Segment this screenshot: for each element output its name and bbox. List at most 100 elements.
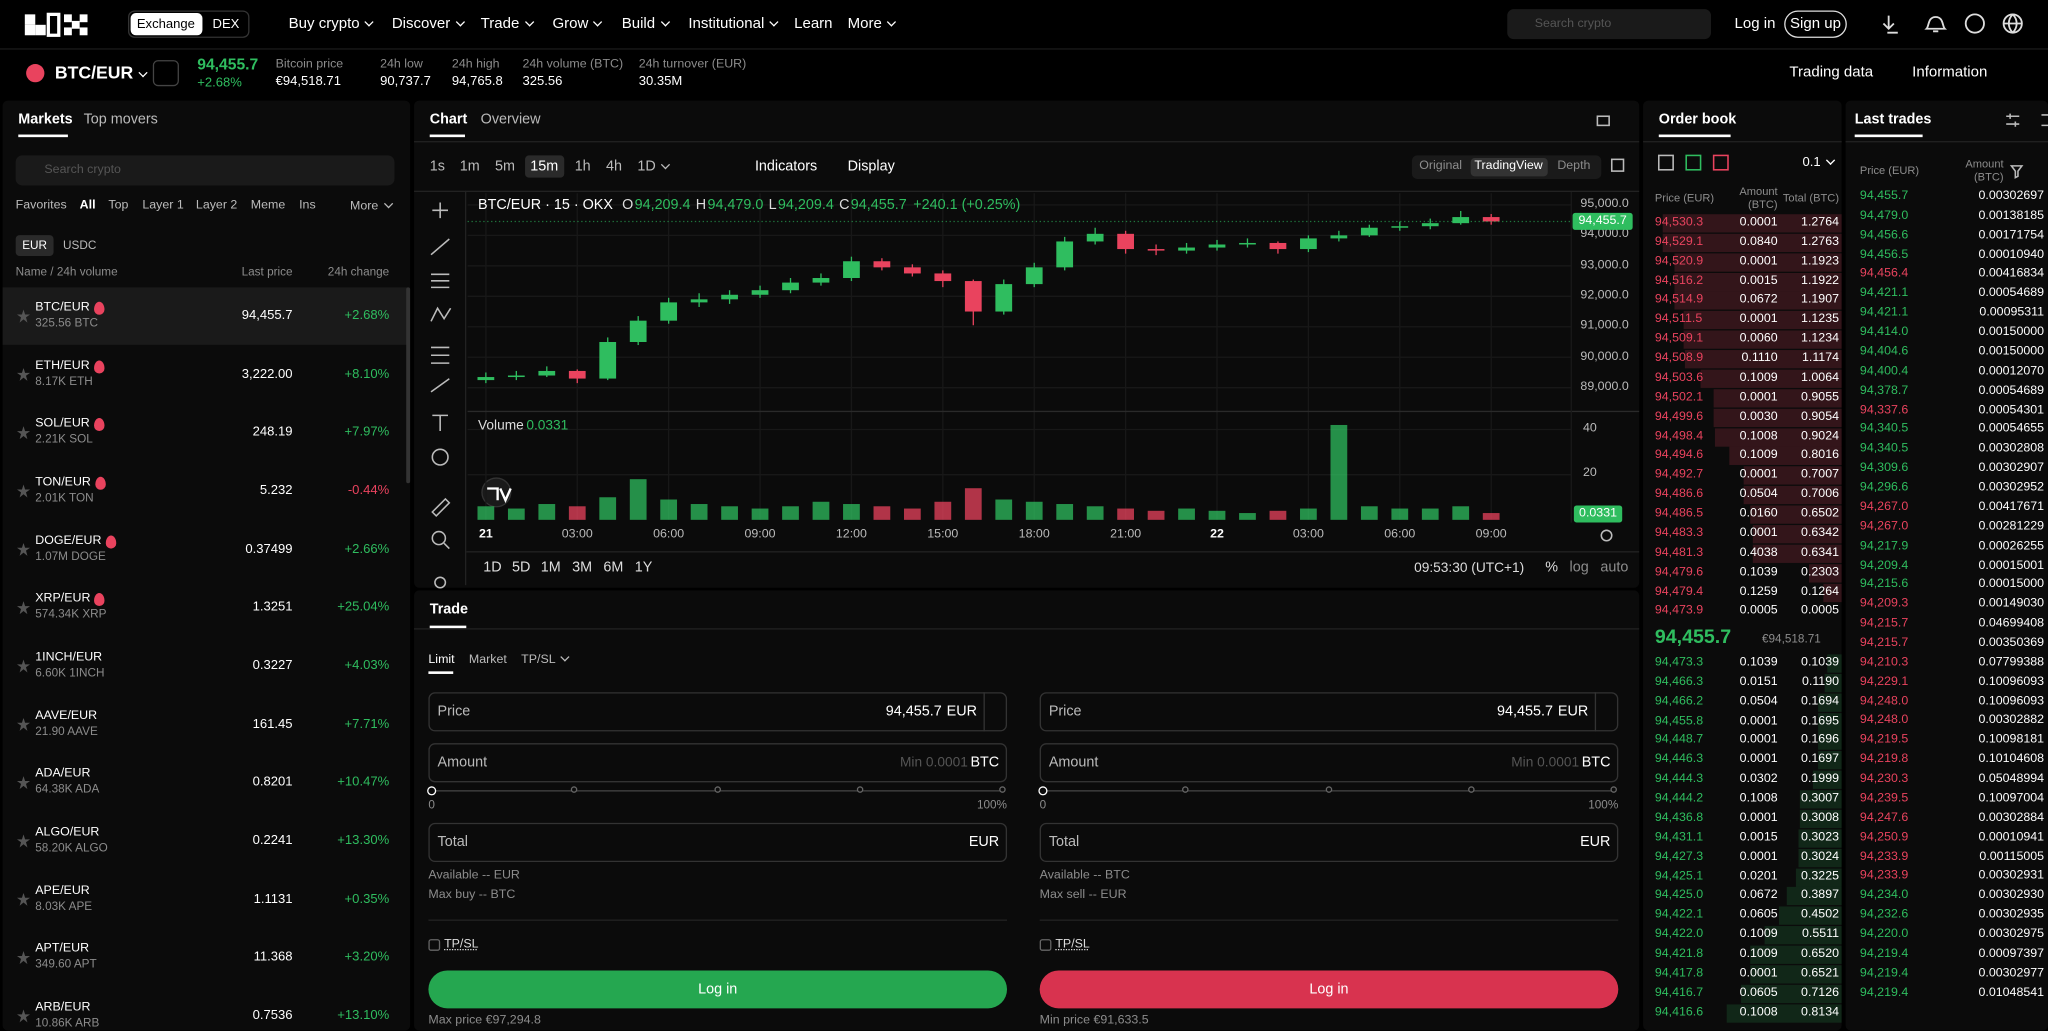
interval-button[interactable]: 1m	[460, 158, 480, 175]
slider-stop[interactable]	[427, 786, 436, 795]
sell-button-label[interactable]: Log in	[1309, 981, 1348, 998]
bids-amount: 0.0001	[1740, 715, 1778, 729]
view-option[interactable]: Original	[1419, 160, 1462, 174]
market-filter[interactable]: Meme	[251, 199, 285, 213]
range-button[interactable]: 1Y	[635, 559, 653, 576]
market-pair[interactable]: SOL/EUR	[35, 418, 89, 432]
trade-price: 94,217.9	[1860, 540, 1908, 554]
market-filter[interactable]: Top	[108, 199, 128, 213]
view-option[interactable]: TradingView	[1474, 160, 1542, 174]
market-filter[interactable]: Layer 2	[196, 199, 237, 213]
market-filter[interactable]: Layer 1	[142, 199, 183, 213]
interval-button[interactable]: 1D	[637, 158, 668, 175]
volume-bar	[1087, 506, 1104, 520]
trade-price: 94,233.9	[1860, 870, 1908, 884]
interval-button[interactable]: 1s	[430, 158, 445, 175]
tpsl-checkbox[interactable]	[428, 939, 440, 951]
range-button[interactable]: 6M	[603, 559, 623, 576]
nav-menu-item[interactable]: Discover	[392, 16, 463, 33]
market-price: 0.3227	[253, 658, 293, 673]
slider-stop[interactable]	[1325, 786, 1332, 793]
nav-menu-item[interactable]: Learn	[794, 16, 832, 33]
market-pair[interactable]: APE/EUR	[35, 884, 89, 898]
market-pair[interactable]: DOGE/EUR	[35, 534, 101, 548]
nav-menu-item[interactable]: More	[848, 16, 895, 33]
nav-menu-item[interactable]: Trade	[481, 16, 533, 33]
slider-stop[interactable]	[999, 786, 1006, 793]
volume-tag-label: 0.0331	[1579, 507, 1617, 521]
market-pair[interactable]: XRP/EUR	[35, 593, 90, 607]
view-option[interactable]: Depth	[1557, 160, 1590, 174]
chart-tab[interactable]: Overview	[481, 112, 541, 129]
market-pair[interactable]: AAVE/EUR	[35, 709, 97, 723]
market-pair[interactable]: 1INCH/EUR	[35, 651, 102, 665]
market-pair[interactable]: APT/EUR	[35, 943, 89, 957]
scale-option[interactable]: log	[1570, 559, 1589, 576]
market-pair[interactable]: ADA/EUR	[35, 768, 90, 782]
trade-price: 94,250.9	[1860, 831, 1908, 845]
tpsl-label[interactable]: TP/SL	[1055, 938, 1089, 952]
signup-label[interactable]: Sign up	[1790, 16, 1841, 33]
interval-button[interactable]: 15m	[530, 158, 558, 175]
interval-button[interactable]: 1h	[575, 158, 591, 175]
markets-tab[interactable]: Markets	[18, 112, 72, 129]
slider-stop[interactable]	[856, 786, 863, 793]
nav-menu-item[interactable]: Buy crypto	[289, 16, 373, 33]
slider-stop[interactable]	[1468, 786, 1475, 793]
tpsl-label[interactable]: TP/SL	[444, 938, 478, 952]
order-type-tab[interactable]: TP/SL	[521, 654, 569, 668]
quote-tab[interactable]: EUR	[22, 239, 47, 253]
orderbook-title[interactable]: Order book	[1659, 112, 1736, 129]
buy-button-label[interactable]: Log in	[698, 981, 737, 998]
trades-title[interactable]: Last trades	[1855, 112, 1932, 129]
market-pair[interactable]: TON/EUR	[35, 476, 91, 490]
range-button[interactable]: 1M	[541, 559, 561, 576]
asks-amount: 0.0001	[1740, 469, 1778, 483]
range-button[interactable]: 5D	[512, 559, 530, 576]
market-filter[interactable]: All	[80, 199, 96, 213]
available-balance: Available -- BTC	[1040, 869, 1130, 883]
total-input[interactable]	[1040, 823, 1619, 862]
range-button[interactable]: 1D	[483, 559, 501, 576]
pair-name[interactable]: BTC/EUR	[55, 63, 146, 83]
nav-menu-item[interactable]: Build	[622, 16, 668, 33]
slider-stop[interactable]	[1610, 786, 1617, 793]
slider-label: 0	[1040, 798, 1047, 812]
total-input[interactable]	[428, 823, 1007, 862]
login-link[interactable]: Log in	[1735, 16, 1776, 33]
nav-tab[interactable]: Exchange	[137, 17, 195, 32]
information-link[interactable]: Information	[1912, 65, 1987, 82]
chart-tab[interactable]: Chart	[430, 112, 468, 129]
market-pair[interactable]: ARB/EUR	[35, 1001, 90, 1015]
nav-tab[interactable]: DEX	[213, 17, 240, 32]
scale-option[interactable]: auto	[1600, 559, 1628, 576]
market-pair[interactable]: ETH/EUR	[35, 359, 89, 373]
range-button[interactable]: 3M	[572, 559, 592, 576]
asks-total: 0.2303	[1801, 566, 1839, 580]
favorite-button[interactable]	[153, 60, 179, 86]
indicators-button[interactable]: Indicators	[755, 158, 817, 175]
asks-price: 94,473.9	[1655, 605, 1703, 619]
order-type-tab[interactable]: Market	[469, 654, 507, 668]
scale-option[interactable]: %	[1545, 559, 1558, 576]
display-button[interactable]: Display	[848, 158, 895, 175]
market-filter-more[interactable]: More	[350, 201, 391, 215]
nav-menu-item[interactable]: Institutional	[688, 16, 777, 33]
markets-tab[interactable]: Top movers	[84, 112, 158, 129]
interval-button[interactable]: 4h	[606, 158, 622, 175]
markets-scrollbar	[406, 287, 410, 483]
market-volume: 1.07M DOGE	[35, 549, 106, 563]
market-filter[interactable]: Ins	[299, 199, 316, 213]
market-pair[interactable]: BTC/EUR	[35, 301, 89, 315]
trading-data-link[interactable]: Trading data	[1789, 65, 1873, 82]
market-pair[interactable]: ALGO/EUR	[35, 826, 99, 840]
tick-size-select[interactable]: 0.1	[1802, 156, 1833, 171]
market-filter[interactable]: Favorites	[16, 199, 67, 213]
interval-button[interactable]: 5m	[495, 158, 515, 175]
order-type-tab[interactable]: Limit	[428, 654, 454, 668]
quote-tab[interactable]: USDC	[63, 239, 96, 253]
slider-stop[interactable]	[1038, 786, 1047, 795]
nav-menu-item[interactable]: Grow	[552, 16, 601, 33]
tpsl-checkbox[interactable]	[1040, 939, 1052, 951]
slider-stop[interactable]	[714, 786, 721, 793]
